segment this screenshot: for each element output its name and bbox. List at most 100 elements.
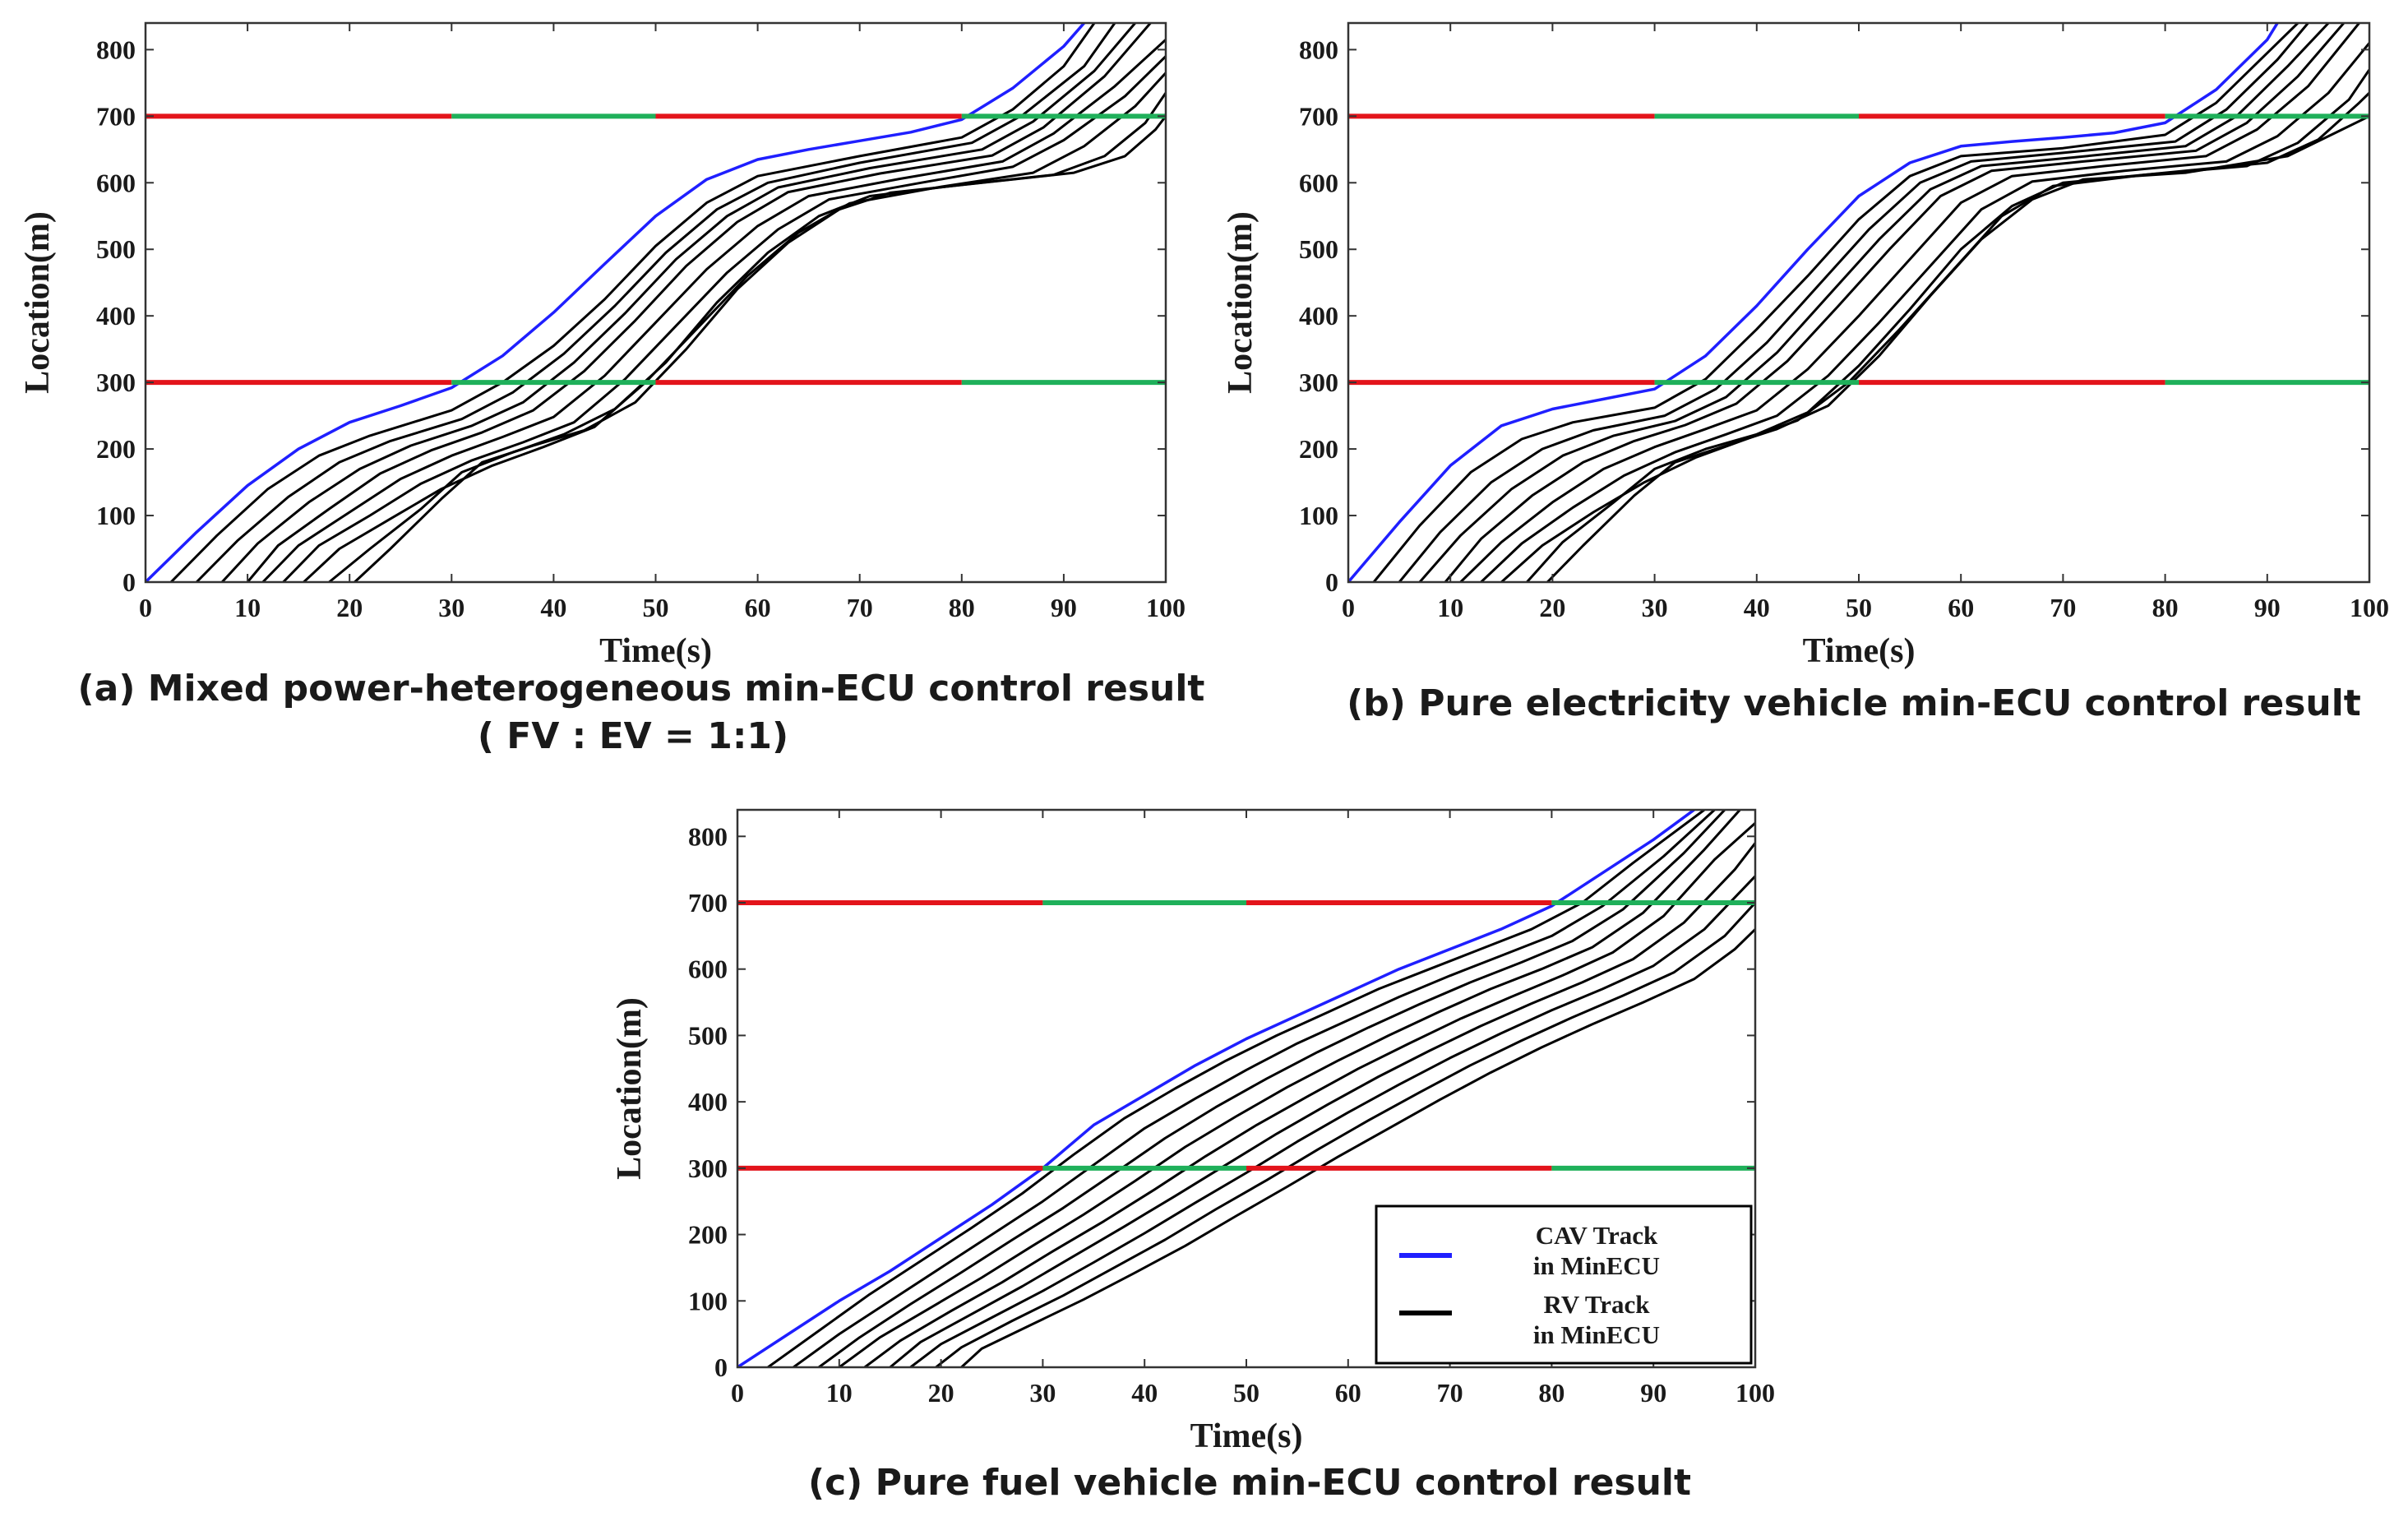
chart-panel-b: 0 10 20 30 40 50 60 70 80 90 100 0 100 200 300 400 500 60… (1222, 21, 2389, 670)
y-axis-label: Location(m) (19, 211, 57, 394)
x-tick-label: 90 (1640, 1378, 1666, 1408)
legend-cav-label: CAV Track (1536, 1221, 1658, 1250)
cav-track (146, 23, 1086, 582)
rv-track-9 (354, 115, 1166, 582)
rv-track-6 (889, 842, 1755, 1367)
rv-track-2 (1398, 23, 2309, 582)
x-tick-label: 70 (1437, 1378, 1463, 1408)
x-axis-label: Time(s) (1803, 632, 1916, 670)
y-tick-label: 0 (122, 567, 136, 597)
y-tick-label: 300 (96, 368, 136, 397)
y-tick-label: 600 (688, 955, 728, 984)
legend-rv-label-2: in MinECU (1533, 1320, 1660, 1349)
x-tick-label: 100 (1736, 1378, 1775, 1408)
x-tick-label: 0 (731, 1378, 744, 1408)
x-tick-label: 60 (1948, 593, 1974, 622)
x-tick-label: 10 (234, 593, 261, 622)
x-tick-label: 20 (1539, 593, 1565, 622)
x-tick-label: 10 (826, 1378, 853, 1408)
y-tick-label: 600 (1299, 168, 1338, 197)
x-tick-label: 100 (1146, 593, 1186, 622)
rv-track-9 (960, 928, 1755, 1367)
x-tick-label: 70 (2050, 593, 2076, 622)
rv-track-4 (838, 810, 1741, 1367)
rv-track-2 (793, 810, 1716, 1367)
rv-track-7 (303, 72, 1166, 582)
y-axis-label: Location(m) (611, 997, 649, 1180)
y-tick-label: 500 (96, 234, 136, 264)
x-tick-label: 100 (2350, 593, 2389, 622)
chart-panel-a: 0 10 20 30 40 50 60 70 80 90 100 0 100 200 300 400 500 60… (19, 21, 1186, 670)
x-tick-label: 80 (949, 593, 975, 622)
cav-track (737, 810, 1695, 1367)
x-tick-label: 60 (1335, 1378, 1361, 1408)
x-tick-label: 30 (438, 593, 464, 622)
x-tick-label: 0 (139, 593, 152, 622)
rv-track-9 (1546, 114, 2369, 582)
x-tick-label: 90 (2254, 593, 2281, 622)
legend-box (1375, 1204, 1753, 1365)
y-tick-label: 400 (96, 301, 136, 331)
rv-track-3 (818, 810, 1726, 1367)
rv-track-4 (1444, 23, 2346, 582)
cav-track (1348, 23, 2279, 582)
x-tick-label: 30 (1642, 593, 1668, 622)
rv-track-8 (935, 901, 1755, 1367)
y-tick-label: 200 (688, 1220, 728, 1250)
x-tick-label: 90 (1051, 593, 1077, 622)
y-tick-label: 0 (714, 1352, 728, 1382)
x-tick-label: 80 (1538, 1378, 1565, 1408)
rv-track-2 (196, 23, 1116, 582)
x-tick-label: 50 (1846, 593, 1872, 622)
rv-track-1 (169, 23, 1096, 582)
rv-track-1 (767, 810, 1705, 1367)
y-axis-label: Location(m) (1222, 211, 1259, 394)
y-tick-label: 700 (1299, 101, 1338, 131)
plot-series (737, 810, 1755, 1367)
caption-a: (a) Mixed power-heterogeneous min-ECU co… (78, 668, 1205, 710)
y-tick-label: 300 (1299, 368, 1338, 397)
y-tick-label: 300 (688, 1153, 728, 1183)
rv-track-6 (282, 55, 1166, 582)
chart-panel-c: 0 10 20 30 40 50 60 70 80 90 100 0 100 200 300 400 500 60… (611, 808, 1775, 1455)
y-tick-label: 200 (96, 434, 136, 464)
y-tick-label: 700 (96, 101, 136, 131)
plot-area (146, 23, 1166, 582)
x-tick-label: 30 (1029, 1378, 1056, 1408)
x-tick-label: 20 (928, 1378, 954, 1408)
y-tick-label: 100 (96, 501, 136, 530)
legend-cav-label-2: in MinECU (1533, 1251, 1660, 1280)
y-tick-label: 400 (1299, 301, 1338, 331)
caption-a-ratio: ( FV : EV = 1:1) (478, 715, 788, 757)
x-tick-label: 70 (847, 593, 873, 622)
plot-series (1348, 23, 2369, 582)
y-tick-label: 800 (688, 821, 728, 851)
legend-rv-label: RV Track (1544, 1290, 1651, 1319)
legend: CAV Track in MinECU RV Track in MinECU (1375, 1204, 1753, 1365)
y-tick-label: 200 (1299, 434, 1338, 464)
x-tick-label: 40 (1131, 1378, 1158, 1408)
rv-track-1 (1372, 23, 2299, 582)
x-tick-label: 40 (540, 593, 566, 622)
x-tick-label: 20 (336, 593, 363, 622)
x-tick-label: 50 (643, 593, 669, 622)
y-tick-label: 800 (96, 35, 136, 64)
rv-track-5 (1459, 23, 2360, 582)
x-tick-label: 0 (1342, 593, 1355, 622)
y-tick-label: 400 (688, 1087, 728, 1116)
x-axis-label: Time(s) (599, 632, 712, 670)
rv-track-3 (1418, 23, 2330, 582)
rv-track-8 (1526, 91, 2369, 582)
rv-track-7 (909, 875, 1755, 1367)
caption-b: (b) Pure electricity vehicle min-ECU con… (1347, 682, 2361, 724)
y-tick-label: 100 (688, 1286, 728, 1315)
rv-track-6 (1480, 42, 2369, 582)
y-tick-label: 500 (688, 1020, 728, 1050)
y-tick-label: 100 (1299, 501, 1338, 530)
rv-track-4 (246, 23, 1152, 582)
rv-track-5 (261, 39, 1166, 582)
rv-track-3 (220, 23, 1136, 582)
y-tick-label: 700 (688, 888, 728, 918)
plot-series (146, 23, 1166, 582)
